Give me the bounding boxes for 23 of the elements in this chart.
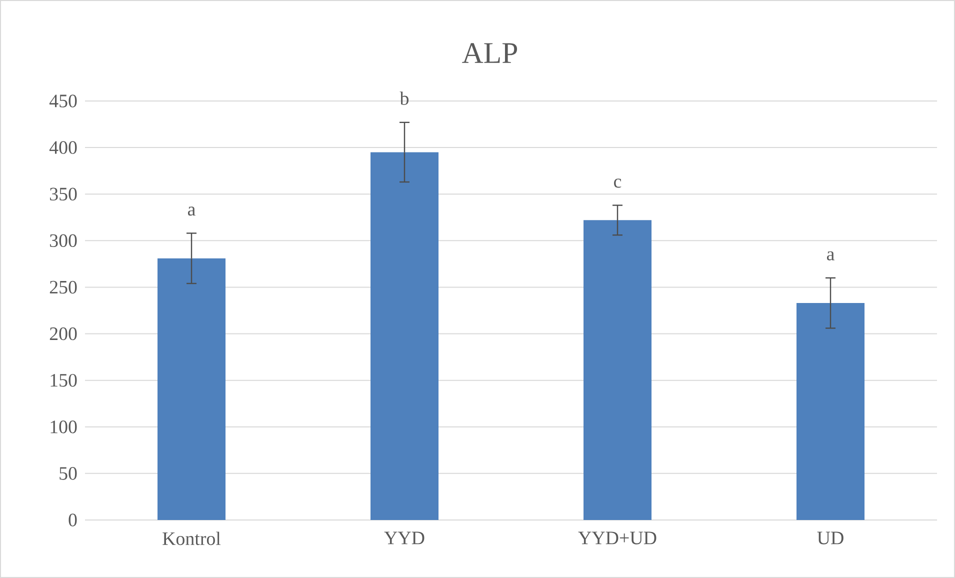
y-tick-label: 0 bbox=[68, 514, 77, 526]
y-tick-label: 50 bbox=[60, 467, 77, 480]
y-tick-label: 200 bbox=[50, 327, 77, 340]
y-tick-label: 150 bbox=[50, 374, 77, 387]
y-tick-label: 350 bbox=[50, 188, 77, 200]
y-tick-label: 250 bbox=[50, 280, 77, 294]
bar bbox=[158, 258, 226, 520]
bar bbox=[796, 303, 865, 520]
annotation: a bbox=[188, 206, 196, 216]
y-tick-label: 450 bbox=[49, 94, 77, 108]
bar bbox=[370, 152, 439, 520]
x-tick-label: UD bbox=[817, 532, 844, 544]
x-tick-label: YYD+UD bbox=[578, 532, 656, 544]
y-tick-label: 400 bbox=[49, 141, 77, 154]
annotation: c bbox=[614, 178, 622, 188]
annotation: a bbox=[826, 251, 834, 260]
bar bbox=[584, 220, 652, 520]
y-tick-label: 300 bbox=[50, 234, 77, 248]
x-tick-label: Kontrol bbox=[162, 532, 221, 546]
x-tick-label: YYD bbox=[384, 532, 424, 544]
annotation: b bbox=[400, 92, 409, 105]
y-tick-label: 100 bbox=[50, 420, 77, 434]
chart-title: ALP bbox=[462, 43, 518, 63]
